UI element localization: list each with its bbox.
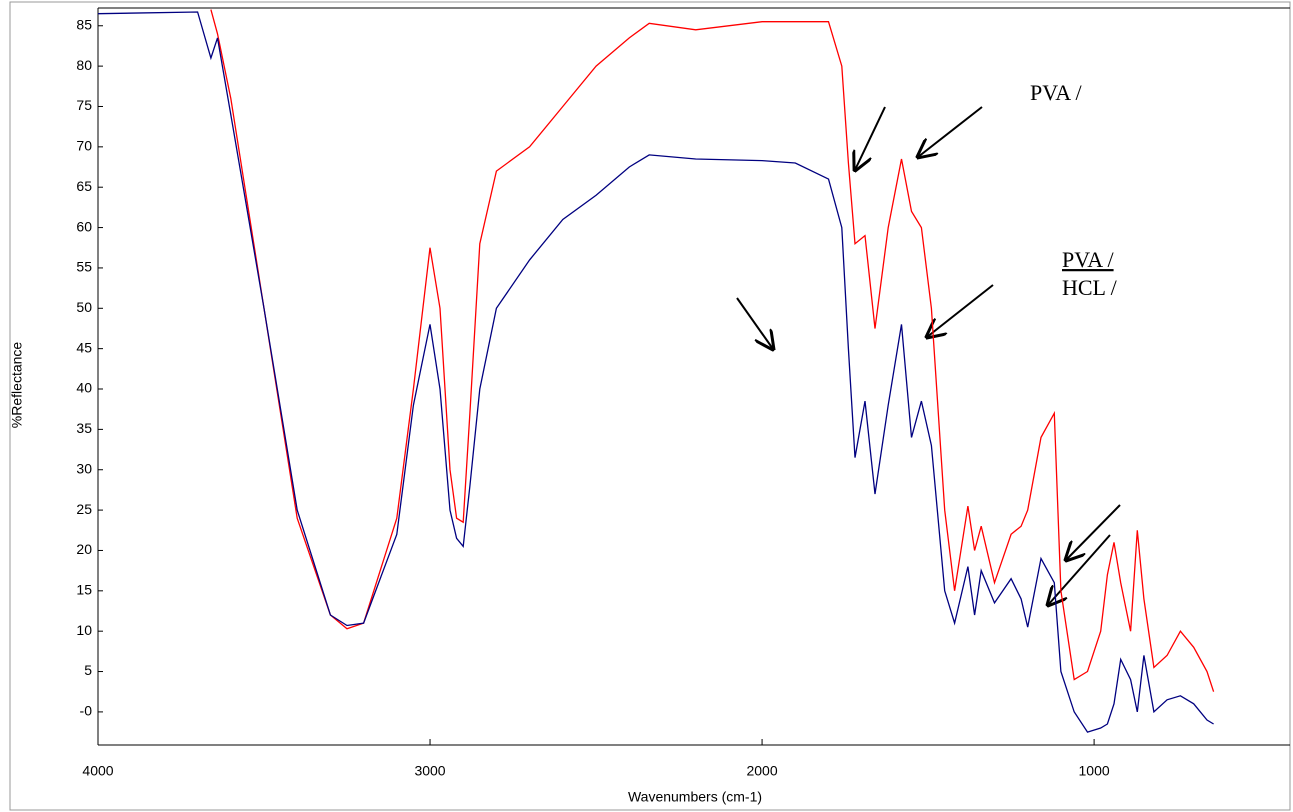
- x-tick-label: 3000: [414, 763, 445, 779]
- series-line: [98, 11, 1214, 733]
- y-tick-label: 35: [76, 420, 92, 436]
- x-tick-label: 2000: [746, 763, 777, 779]
- x-tick-label: 1000: [1079, 763, 1110, 779]
- y-tick-label: 10: [76, 622, 92, 638]
- y-tick-label: 60: [76, 218, 92, 234]
- y-tick-label: 85: [76, 16, 92, 32]
- y-tick-label: 65: [76, 178, 92, 194]
- annotation: HCL /: [1062, 275, 1118, 300]
- plot-area: [98, 9, 1215, 733]
- y-tick-label: 75: [76, 97, 92, 113]
- y-tick-label: -0: [80, 703, 93, 719]
- y-tick-label: 55: [76, 259, 92, 275]
- x-tick-label: 4000: [82, 763, 113, 779]
- series-line: [210, 9, 1215, 692]
- frame: [9, 1, 1291, 811]
- annotation: PVA /: [1030, 80, 1082, 105]
- annotation: PVA /: [1062, 247, 1114, 272]
- y-tick-label: 5: [84, 662, 92, 678]
- y-tick-label: 45: [76, 339, 92, 355]
- y-tick-label: 15: [76, 582, 92, 598]
- arrows: [736, 106, 1121, 605]
- y-tick-label: 50: [76, 299, 92, 315]
- y-tick-label: 40: [76, 380, 92, 396]
- y-tick-label: 25: [76, 501, 92, 517]
- y-tick-label: 80: [76, 57, 92, 73]
- y-tick-label: 30: [76, 460, 92, 476]
- x-axis-title: Wavenumbers (cm-1): [628, 789, 762, 805]
- y-axis-title: %Reflectance: [9, 342, 25, 429]
- y-tick-label: 70: [76, 138, 92, 154]
- y-tick-label: 20: [76, 541, 92, 557]
